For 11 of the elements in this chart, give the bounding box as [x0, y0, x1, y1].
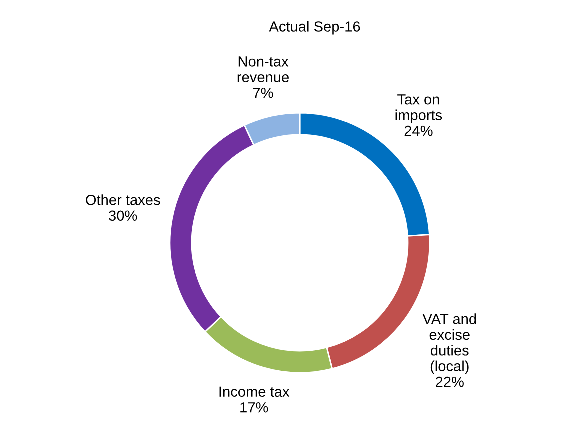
data-label: 24% [404, 126, 433, 136]
slice-label: VAT and excise duties (local) [422, 314, 476, 374]
slice-label: Other taxes [86, 194, 160, 206]
slice-label: Non-tax revenue [238, 56, 289, 83]
data-label: 30% [109, 210, 138, 222]
data-label: 22% [436, 376, 464, 388]
slice-label: Tax on imports [396, 94, 442, 124]
data-label: 17% [240, 402, 268, 413]
slice-label: Income tax [220, 386, 290, 398]
chart-title: Actual Sep-16 [269, 21, 360, 35]
data-label: 7% [253, 88, 274, 98]
